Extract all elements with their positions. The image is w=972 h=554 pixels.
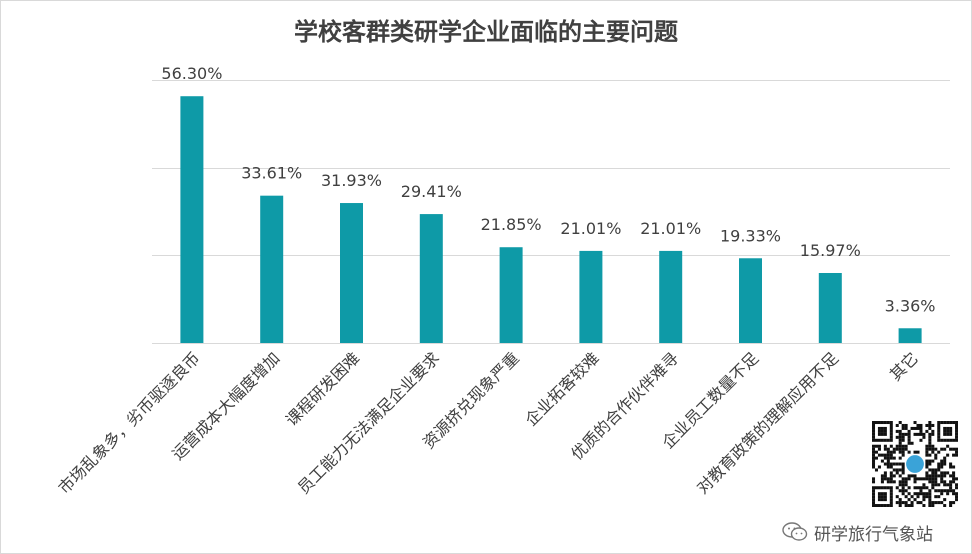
data-label: 19.33% xyxy=(720,226,781,245)
data-label: 56.30% xyxy=(161,64,222,83)
bar xyxy=(579,250,603,343)
chart-title: 学校客群类研学企业面临的主要问题 xyxy=(294,18,678,46)
category-label: 企业拓客较难 xyxy=(521,348,602,429)
category-label: 市场乱象多，劣币驱逐良币 xyxy=(55,348,204,497)
data-label: 33.61% xyxy=(241,164,302,183)
data-label: 3.36% xyxy=(885,296,936,315)
bar xyxy=(419,214,443,343)
qr-code-icon xyxy=(872,421,958,507)
watermark-text: 研学旅行气象站 xyxy=(814,524,933,545)
category-label: 课程研发困难 xyxy=(282,348,363,429)
data-label: 21.85% xyxy=(481,215,542,234)
data-label: 21.01% xyxy=(640,219,701,238)
bar xyxy=(659,250,683,343)
data-label: 15.97% xyxy=(800,241,861,260)
bar xyxy=(260,195,284,343)
bar xyxy=(499,247,523,343)
data-label: 21.01% xyxy=(560,219,621,238)
watermark: 研学旅行气象站 xyxy=(782,520,933,545)
category-label: 对教育政策的理解应用不足 xyxy=(693,348,842,497)
bar xyxy=(739,258,762,343)
data-label: 29.41% xyxy=(401,182,462,201)
bar xyxy=(340,203,363,343)
bar xyxy=(180,96,204,344)
data-label: 31.93% xyxy=(321,171,382,190)
wechat-icon xyxy=(782,522,808,541)
bar xyxy=(818,272,842,343)
bar xyxy=(898,328,922,343)
category-label: 其它 xyxy=(886,348,922,384)
category-label: 员工能力无法满足企业要求 xyxy=(294,348,443,497)
